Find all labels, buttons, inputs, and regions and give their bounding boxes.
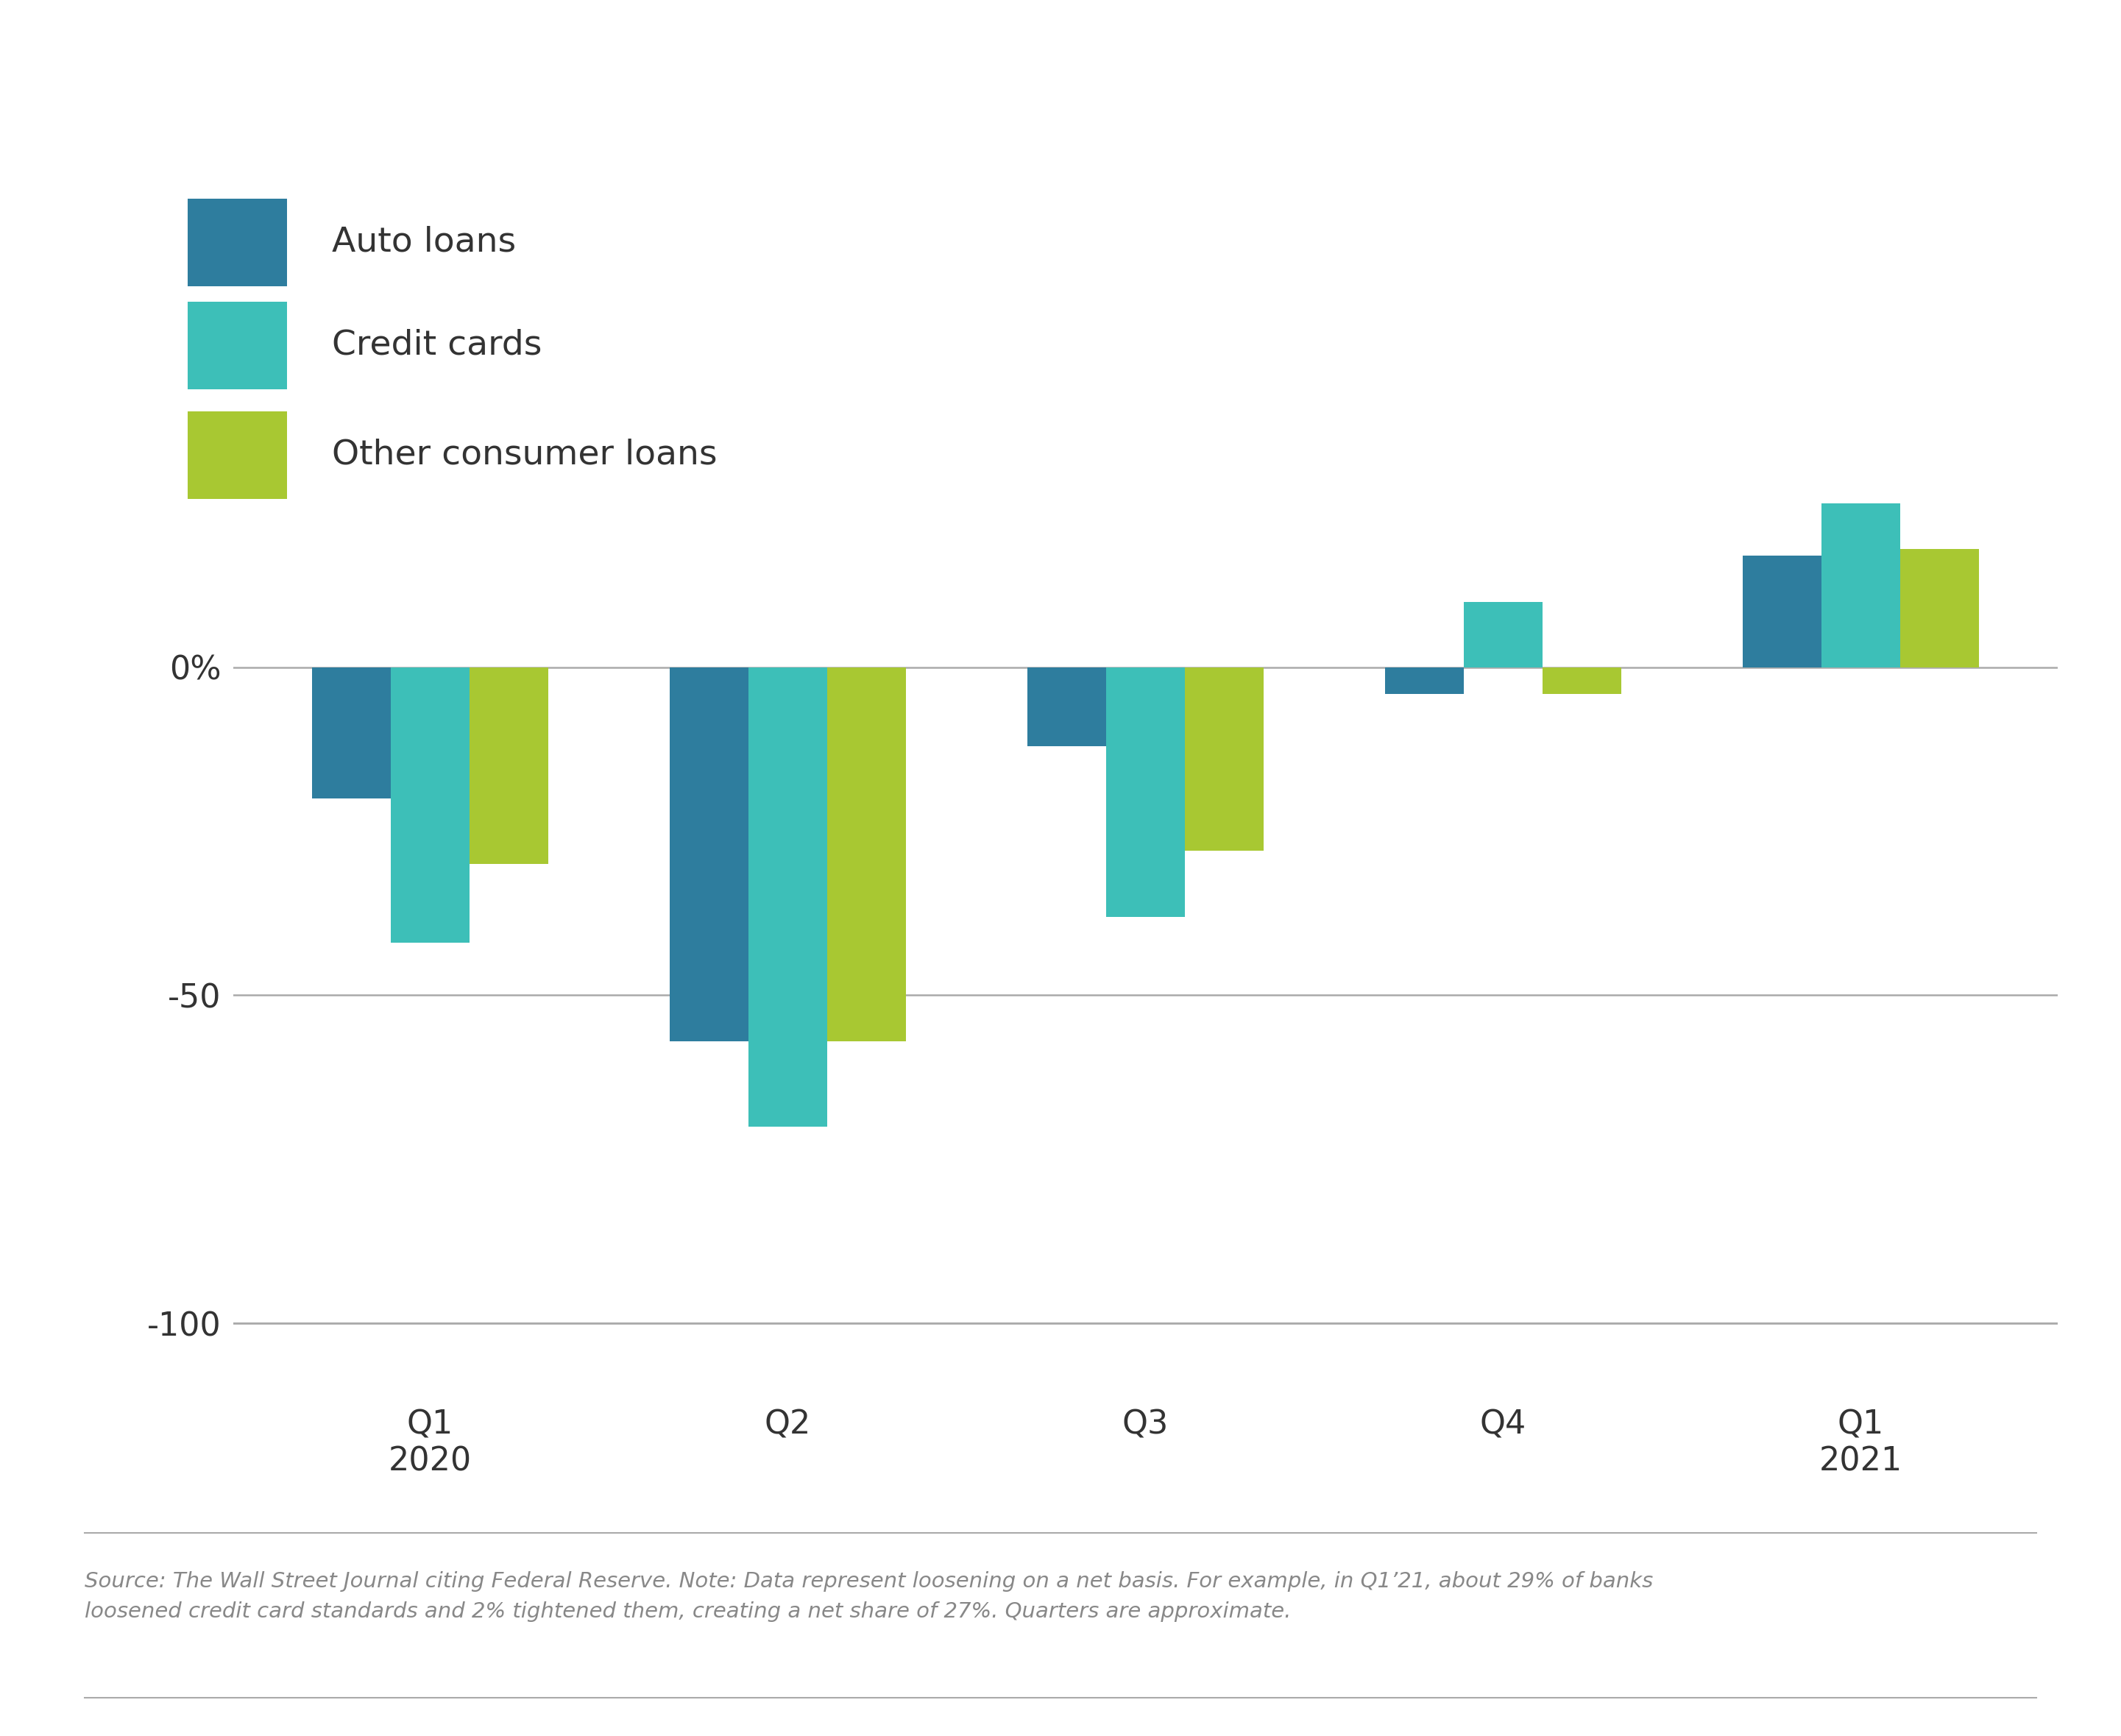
Text: Credit cards: Credit cards xyxy=(331,328,543,363)
Bar xyxy=(1186,667,1264,851)
Bar xyxy=(1027,667,1105,746)
Bar xyxy=(670,667,749,1042)
Bar xyxy=(1743,556,1822,667)
Bar xyxy=(1385,667,1463,694)
Bar xyxy=(1105,667,1186,917)
Bar xyxy=(1822,490,1900,667)
Bar xyxy=(1463,602,1542,667)
Bar xyxy=(390,667,469,943)
Bar xyxy=(749,667,827,1127)
Text: NET SHARE OF BANKS EASING STANDARDS, BY LOAN TYPE: NET SHARE OF BANKS EASING STANDARDS, BY … xyxy=(85,64,1934,120)
Bar xyxy=(1542,667,1620,694)
FancyBboxPatch shape xyxy=(187,302,286,389)
Bar xyxy=(827,667,906,1042)
Bar xyxy=(1900,549,1979,667)
Bar xyxy=(469,667,547,865)
FancyBboxPatch shape xyxy=(187,411,286,498)
Text: Source: The Wall Street Journal citing Federal Reserve. Note: Data represent loo: Source: The Wall Street Journal citing F… xyxy=(85,1571,1654,1621)
Text: Other consumer loans: Other consumer loans xyxy=(331,437,717,472)
FancyBboxPatch shape xyxy=(187,198,286,286)
Bar xyxy=(312,667,390,799)
Text: Auto loans: Auto loans xyxy=(331,226,515,259)
